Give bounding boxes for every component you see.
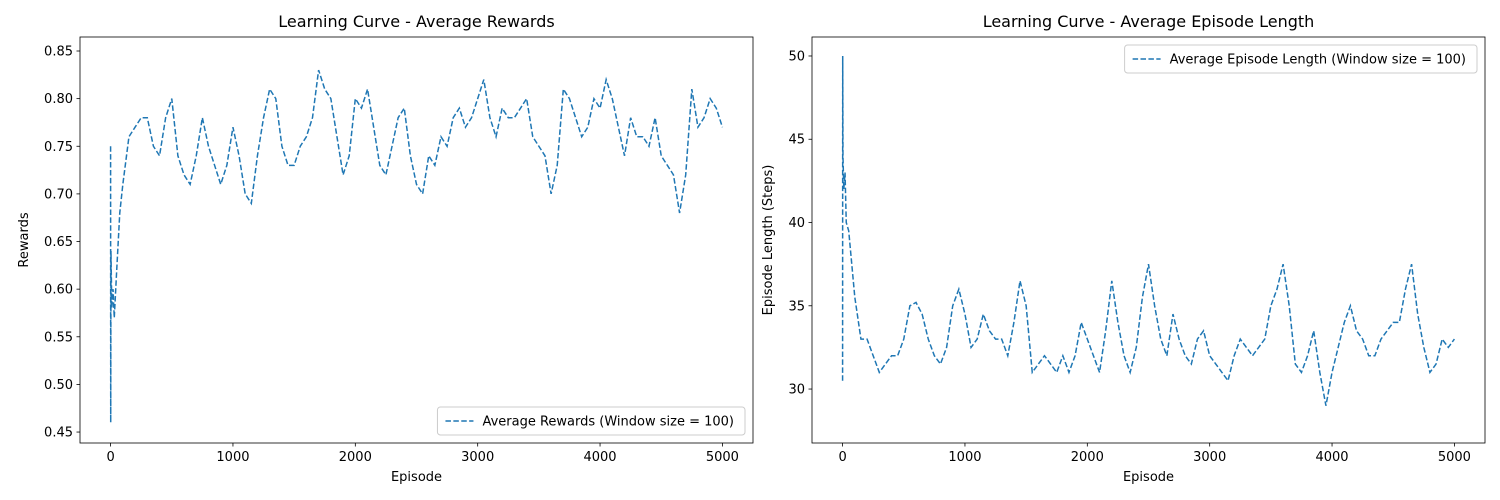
legend-label: Average Episode Length (Window size = 10… xyxy=(1170,53,1466,68)
y-tick-label: 0.60 xyxy=(44,283,73,298)
y-tick-label: 40 xyxy=(788,216,805,231)
subplot: Learning Curve - Average Rewards Episode R… xyxy=(17,12,754,485)
plot-area xyxy=(109,69,724,423)
x-tick-label: 1000 xyxy=(216,450,249,465)
data-line xyxy=(109,69,724,423)
plot-area xyxy=(841,55,1456,406)
legend-box xyxy=(1124,44,1478,74)
data-line xyxy=(841,55,1456,406)
chart-title: Learning Curve - Average Episode Length xyxy=(983,12,1315,31)
x-tick-label: 0 xyxy=(838,450,846,465)
x-tick-label: 0 xyxy=(106,450,114,465)
y-tick-label: 0.80 xyxy=(44,92,73,107)
y-tick-label: 50 xyxy=(788,49,805,64)
x-tick-label: 5000 xyxy=(1438,450,1471,465)
y-tick-label: 0.55 xyxy=(44,330,73,345)
axes-frame xyxy=(811,36,1486,444)
x-tick-label: 5000 xyxy=(706,450,739,465)
x-tick-label: 3000 xyxy=(461,450,494,465)
legend: Average Rewards (Window size = 100) xyxy=(436,406,746,436)
legend: Average Episode Length (Window size = 10… xyxy=(1124,44,1478,74)
y-tick-label: 30 xyxy=(788,383,805,398)
y-axis-label: Rewards xyxy=(17,212,32,267)
chart-title: Learning Curve - Average Rewards xyxy=(278,12,554,31)
axes-frame xyxy=(79,36,754,444)
x-tick-label: 2000 xyxy=(339,450,372,465)
y-tick-label: 0.70 xyxy=(44,187,73,202)
y-tick-label: 0.65 xyxy=(44,235,73,250)
y-tick-label: 0.85 xyxy=(44,45,73,60)
x-tick-label: 1000 xyxy=(948,450,981,465)
y-tick-label: 45 xyxy=(788,133,805,148)
legend-box xyxy=(436,406,746,436)
x-tick-label: 4000 xyxy=(583,450,616,465)
y-tick-label: 0.75 xyxy=(44,140,73,155)
x-axis-label: Episode xyxy=(391,470,442,485)
x-tick-label: 2000 xyxy=(1071,450,1104,465)
y-axis-label: Episode Length (Steps) xyxy=(761,165,776,316)
x-tick-label: 3000 xyxy=(1193,450,1226,465)
x-axis-label: Episode xyxy=(1123,470,1174,485)
y-tick-label: 0.45 xyxy=(44,426,73,441)
legend-label: Average Rewards (Window size = 100) xyxy=(482,415,734,430)
y-tick-label: 0.50 xyxy=(44,378,73,393)
x-tick-label: 4000 xyxy=(1315,450,1348,465)
subplot: Learning Curve - Average Episode Length E… xyxy=(761,12,1486,485)
y-tick-label: 35 xyxy=(788,299,805,314)
